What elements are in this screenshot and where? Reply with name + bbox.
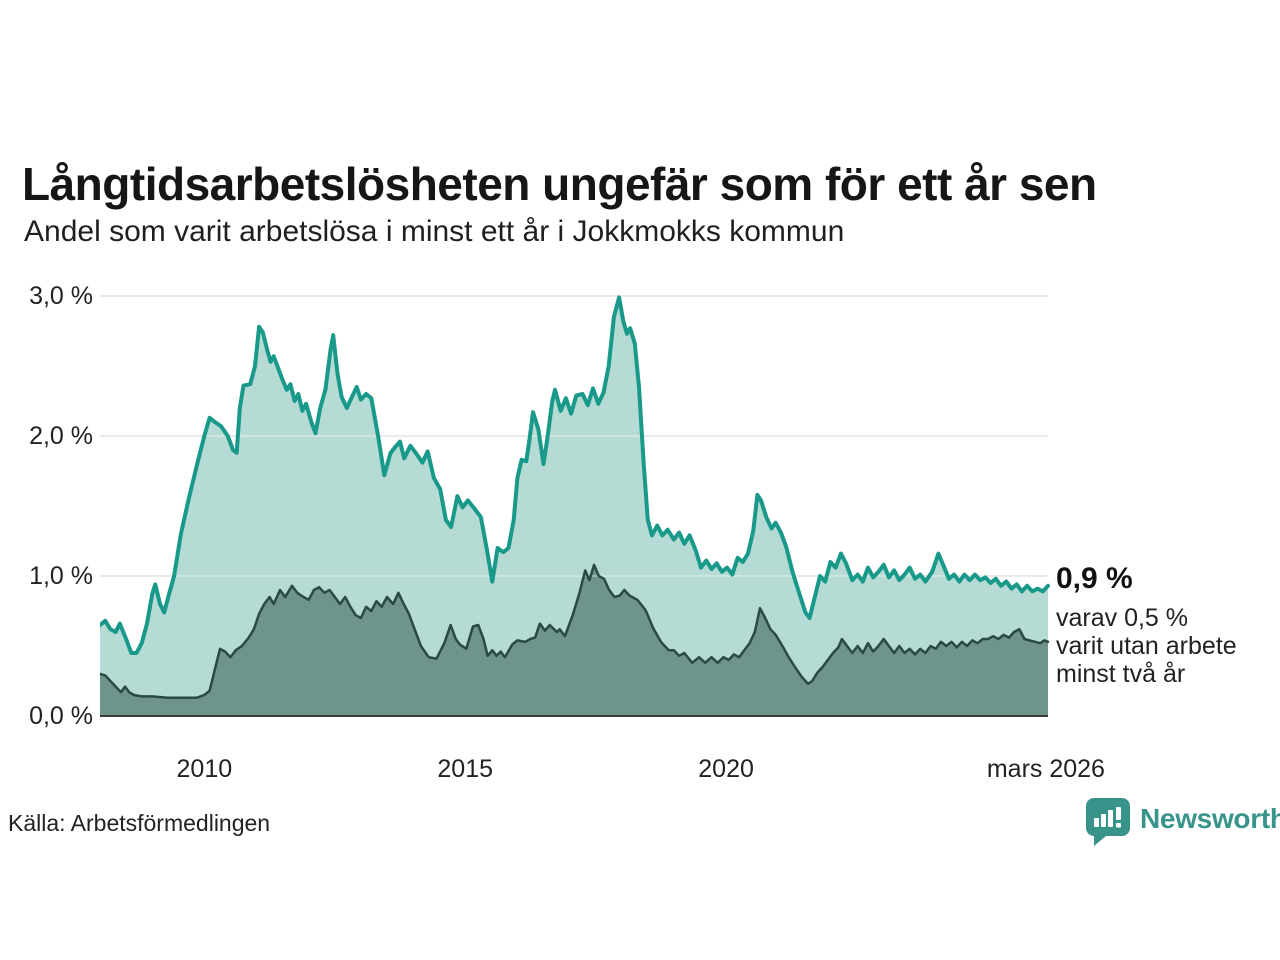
- y-tick-label: 2,0 %: [29, 422, 93, 450]
- x-tick-label: 2015: [437, 755, 494, 783]
- newsworthy-wordmark: Newsworthy: [1140, 803, 1280, 834]
- source-note: Källa: Arbetsförmedlingen: [8, 810, 271, 836]
- unemployment-area-chart: [100, 295, 1050, 717]
- x-tick-label: 2020: [698, 755, 754, 783]
- area-2yr-plus: [100, 564, 1048, 716]
- y-tick-label: 0,0 %: [29, 702, 93, 730]
- detail-line-1: varav 0,5 %: [1056, 604, 1189, 632]
- page-title: Långtidsarbetslösheten ungefär som för e…: [22, 157, 1097, 210]
- detail-line-2: varit utan arbete: [1056, 632, 1237, 660]
- x-tick-label: 2010: [176, 755, 233, 783]
- end-value-annotation: 0,9 % varav 0,5 % varit utan arbete mins…: [1056, 562, 1276, 688]
- end-value-2yr-detail: varav 0,5 % varit utan arbete minst två …: [1056, 604, 1276, 688]
- end-value-1yr: 0,9 %: [1056, 562, 1133, 595]
- chart-subtitle: Andel som varit arbetslösa i minst ett å…: [24, 215, 845, 248]
- newsworthy-logo: Newsworthy: [1086, 798, 1280, 848]
- y-tick-label: 3,0 %: [29, 282, 93, 310]
- line-1yr-plus: [100, 295, 1050, 655]
- detail-line-3: minst två år: [1056, 660, 1186, 688]
- line-2yr-plus: [100, 563, 1050, 700]
- y-tick-label: 1,0 %: [29, 562, 93, 590]
- newsworthy-bubble-icon: [1086, 798, 1130, 846]
- x-tick-label: mars 2026: [986, 755, 1105, 783]
